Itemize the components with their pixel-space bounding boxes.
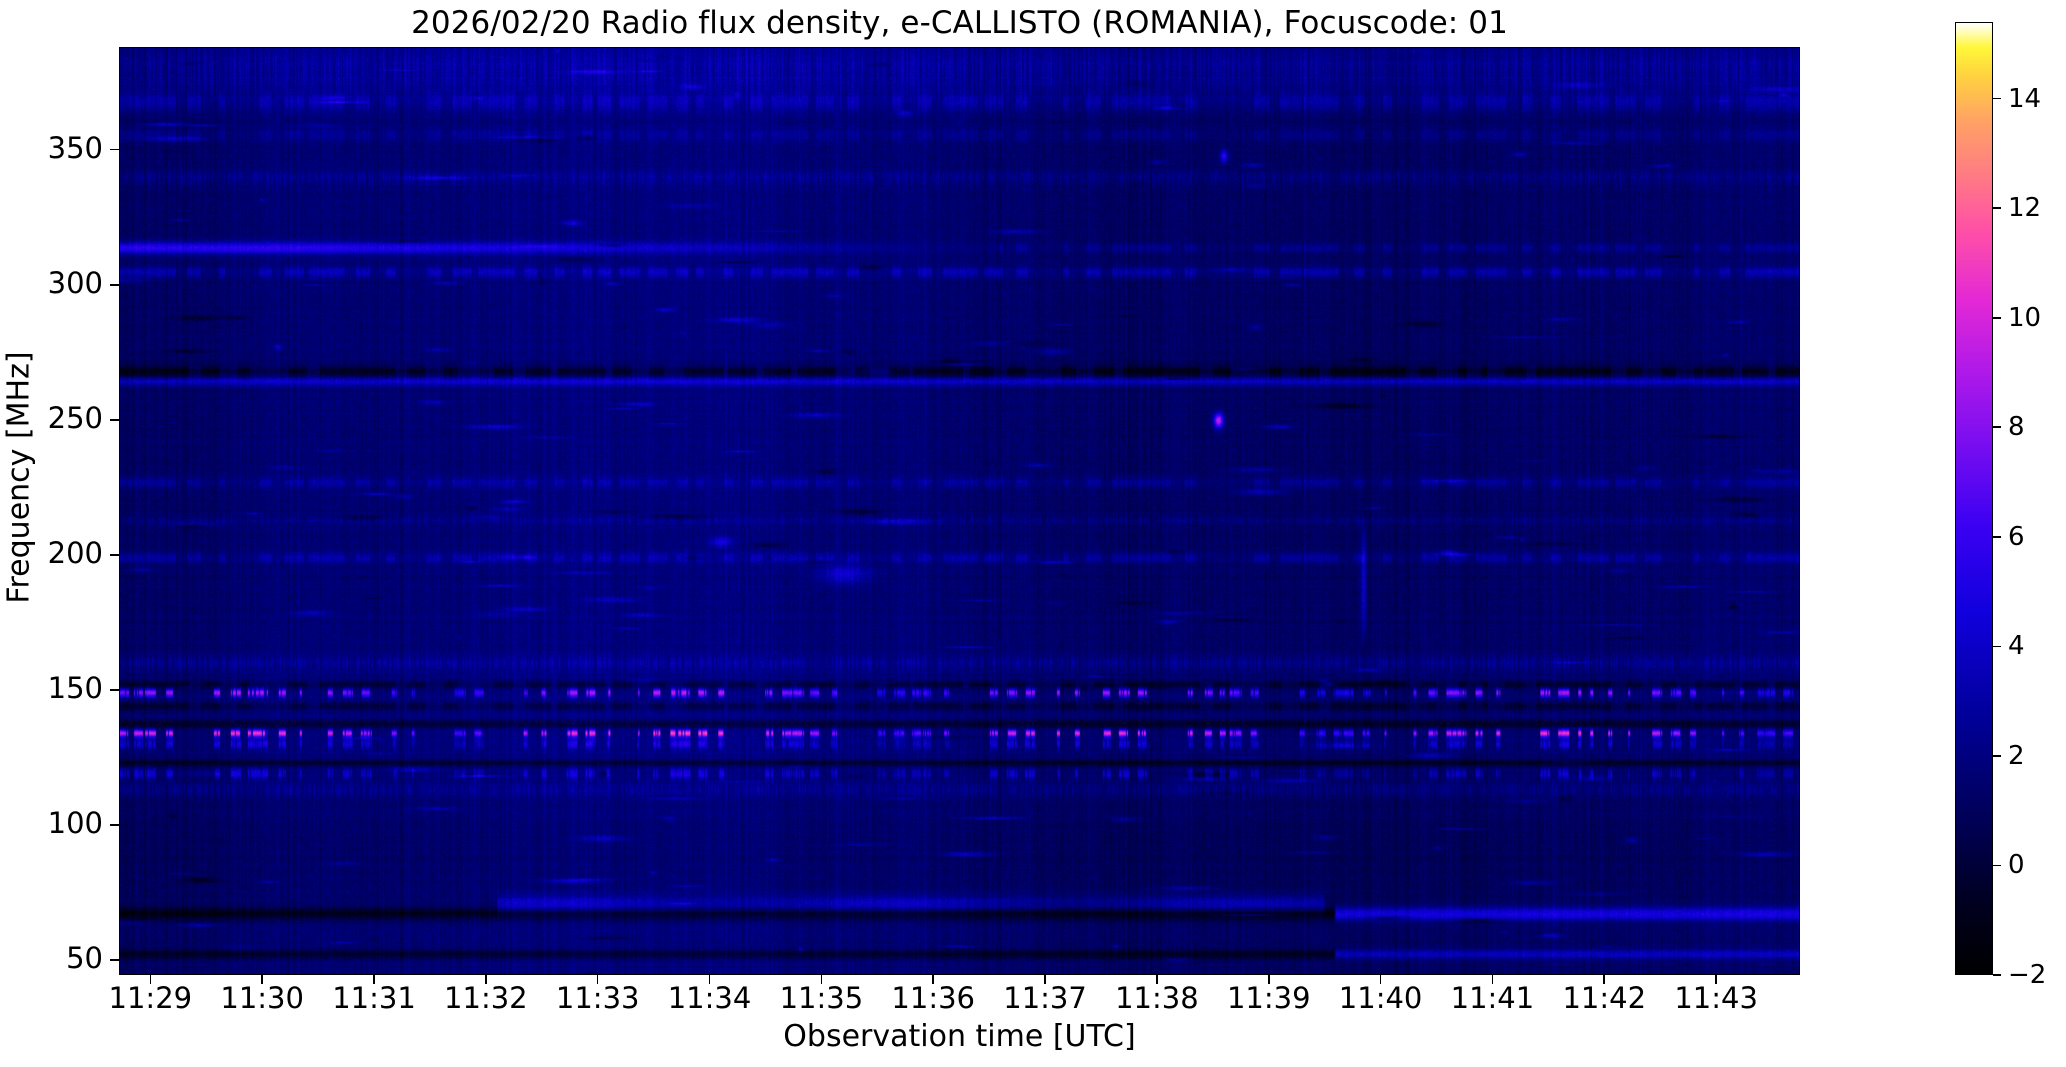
spectrogram-plot-area[interactable] xyxy=(119,47,1800,975)
spectrogram-heatmap[interactable] xyxy=(120,48,1799,974)
colorbar-tick-mark xyxy=(1993,316,2001,319)
x-tick-mark xyxy=(820,975,823,984)
colorbar-tick-mark xyxy=(1993,974,2001,976)
x-tick-mark xyxy=(1715,975,1717,984)
x-tick-mark xyxy=(1379,975,1382,984)
y-tick-mark xyxy=(110,283,119,286)
y-tick-mark xyxy=(110,419,119,421)
x-tick-mark xyxy=(1044,975,1046,984)
colorbar-tick-label: 10 xyxy=(2008,302,2042,333)
y-tick-label: 100 xyxy=(47,806,103,841)
x-tick-mark xyxy=(373,975,375,984)
x-tick-label: 11:35 xyxy=(779,981,864,1015)
colorbar-tick-label: 6 xyxy=(2008,521,2025,552)
x-tick-label: 11:38 xyxy=(1115,981,1199,1015)
x-tick-label: 11:42 xyxy=(1562,981,1647,1015)
x-tick-label: 11:41 xyxy=(1450,981,1535,1015)
x-tick-mark xyxy=(1156,975,1158,984)
y-tick-label: 50 xyxy=(66,941,103,976)
y-tick-label: 350 xyxy=(47,130,103,165)
colorbar-tick-label: 2 xyxy=(2008,740,2025,771)
colorbar[interactable] xyxy=(1955,22,1993,975)
x-tick-label: 11:43 xyxy=(1674,981,1758,1015)
x-tick-mark xyxy=(1491,975,1494,984)
colorbar-tick-mark xyxy=(1993,645,2001,648)
y-tick-label: 300 xyxy=(47,265,103,300)
x-axis-label: Observation time [UTC] xyxy=(783,1019,1136,1054)
colorbar-tick-mark xyxy=(1993,207,2001,209)
y-tick-label: 150 xyxy=(47,670,103,705)
x-tick-mark xyxy=(485,975,487,984)
colorbar-tick-mark xyxy=(1993,755,2001,757)
colorbar-tick-label: −2 xyxy=(2008,960,2047,990)
y-tick-mark xyxy=(110,959,119,961)
x-tick-mark xyxy=(149,975,152,984)
y-tick-mark xyxy=(110,554,119,556)
page-title: 2026/02/20 Radio flux density, e-CALLIST… xyxy=(411,5,1508,41)
x-tick-label: 11:39 xyxy=(1226,981,1311,1015)
x-tick-label: 11:34 xyxy=(667,981,752,1015)
colorbar-tick-mark xyxy=(1993,536,2001,538)
colorbar-tick-label: 8 xyxy=(2008,412,2025,443)
x-tick-label: 11:30 xyxy=(220,981,304,1015)
colorbar-tick-mark xyxy=(1993,426,2001,429)
x-tick-label: 11:32 xyxy=(444,981,528,1015)
x-tick-label: 11:33 xyxy=(555,981,640,1015)
colorbar-tick-label: 4 xyxy=(2008,631,2025,662)
x-tick-mark xyxy=(708,975,711,984)
y-tick-label: 250 xyxy=(47,400,103,435)
x-tick-mark xyxy=(596,975,599,984)
x-tick-mark xyxy=(932,975,934,984)
x-tick-mark xyxy=(1267,975,1270,984)
x-tick-mark xyxy=(261,975,263,984)
y-tick-mark xyxy=(110,824,119,826)
x-tick-label: 11:31 xyxy=(332,981,416,1015)
x-tick-label: 11:29 xyxy=(108,981,193,1015)
x-tick-label: 11:37 xyxy=(1003,981,1087,1015)
colorbar-tick-mark xyxy=(1993,864,2001,867)
y-tick-mark xyxy=(110,689,119,691)
colorbar-tick-label: 0 xyxy=(2008,850,2025,881)
colorbar-gradient xyxy=(1956,23,1992,974)
x-tick-label: 11:40 xyxy=(1338,981,1423,1015)
x-tick-mark xyxy=(1603,975,1606,984)
colorbar-tick-label: 12 xyxy=(2008,193,2042,224)
y-tick-mark xyxy=(110,148,119,151)
colorbar-tick-mark xyxy=(1993,97,2001,100)
x-tick-label: 11:36 xyxy=(891,981,975,1015)
y-tick-label: 200 xyxy=(47,535,103,570)
colorbar-tick-label: 14 xyxy=(2008,83,2042,114)
